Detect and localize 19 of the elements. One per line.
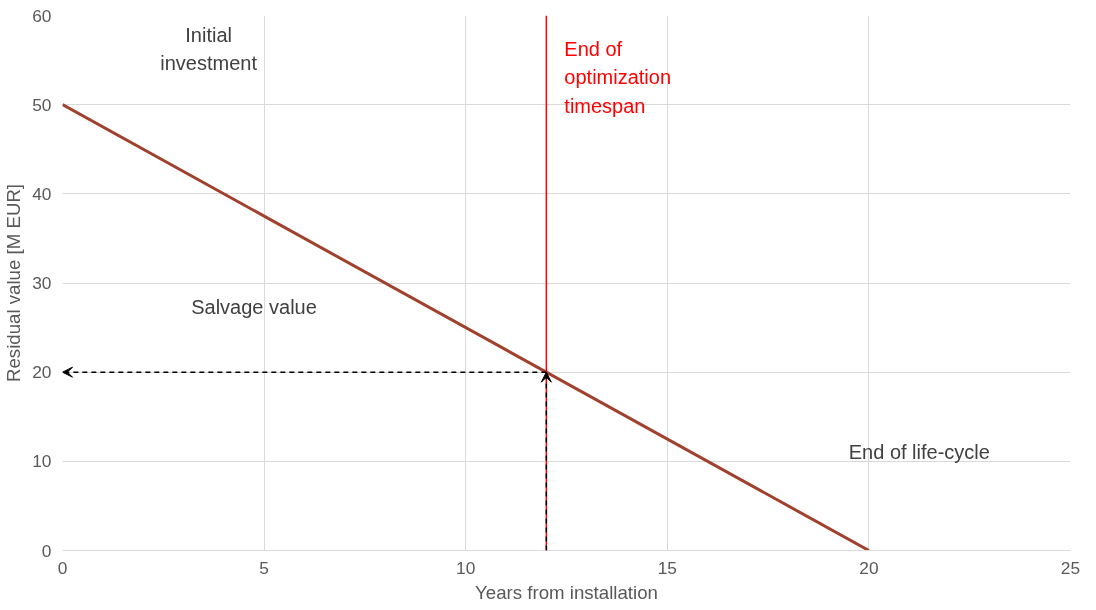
x-tick-label: 5 <box>259 557 269 578</box>
x-tick-label: 10 <box>456 557 476 578</box>
x-tick-label: 25 <box>1060 557 1081 578</box>
y-tick-label: 10 <box>32 451 52 472</box>
y-tick-label: 0 <box>41 540 52 561</box>
y-tick-label: 40 <box>32 183 52 204</box>
x-tick-label: 20 <box>859 557 879 578</box>
annotation: End of life-cycle <box>848 440 990 463</box>
y-axis-title: Residual value [M EUR] <box>3 183 25 383</box>
y-tick-label: 60 <box>32 5 52 26</box>
x-tick-label: 15 <box>657 557 677 578</box>
x-tick-label: 0 <box>57 557 68 578</box>
x-axis-title: Years from installation <box>475 581 658 603</box>
y-tick-label: 50 <box>32 94 52 115</box>
y-tick-label: 30 <box>32 273 52 293</box>
y-tick-label: 20 <box>32 362 52 383</box>
annotation: Initial investment <box>160 23 258 75</box>
annotation: Salvage value <box>191 296 317 319</box>
ref-line-label: End of optimization timespan <box>564 37 672 117</box>
